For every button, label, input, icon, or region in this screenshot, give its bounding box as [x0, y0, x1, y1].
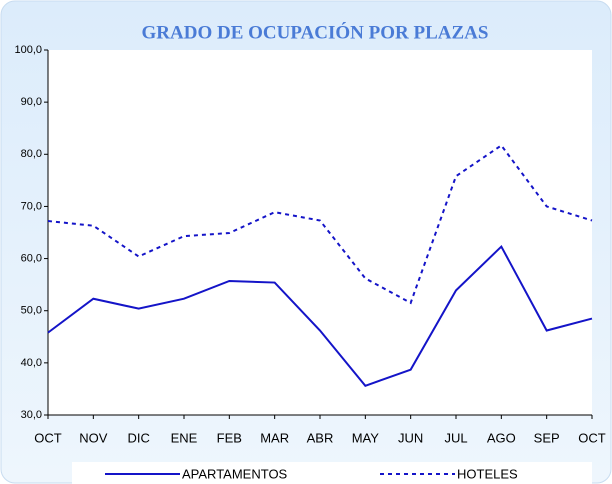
- y-tick-label: 50,0: [21, 305, 42, 317]
- x-tick-label: ENE: [171, 430, 198, 445]
- x-tick-label: NOV: [79, 430, 108, 445]
- chart-title: GRADO DE OCUPACIÓN POR PLAZAS: [142, 21, 489, 43]
- y-tick-label: 30,0: [21, 409, 42, 421]
- y-tick-label: 90,0: [21, 96, 42, 108]
- y-tick-label: 100,0: [14, 44, 42, 56]
- plot-area: [48, 50, 592, 415]
- x-tick-label: ABR: [307, 430, 334, 445]
- x-tick-label: AGO: [487, 430, 516, 445]
- y-tick-label: 60,0: [21, 252, 42, 264]
- x-tick-label: MAY: [352, 430, 380, 445]
- x-tick-label: JUL: [444, 430, 467, 445]
- x-tick-label: OCT: [578, 430, 606, 445]
- legend-box: [72, 462, 592, 484]
- x-tick-label: SEP: [534, 430, 560, 445]
- legend-label: HOTELES: [457, 466, 518, 481]
- y-tick-label: 80,0: [21, 148, 42, 160]
- series-line: [47, 144, 593, 305]
- x-tick-label: FEB: [217, 430, 242, 445]
- x-tick-label: MAR: [260, 430, 289, 445]
- y-tick-label: 40,0: [21, 357, 42, 369]
- series-line: [47, 244, 593, 387]
- x-tick-label: DIC: [127, 430, 149, 445]
- x-tick-label: OCT: [34, 430, 62, 445]
- x-tick-label: JUN: [398, 430, 423, 445]
- y-tick-label: 70,0: [21, 200, 42, 212]
- legend-label: APARTAMENTOS: [182, 466, 288, 481]
